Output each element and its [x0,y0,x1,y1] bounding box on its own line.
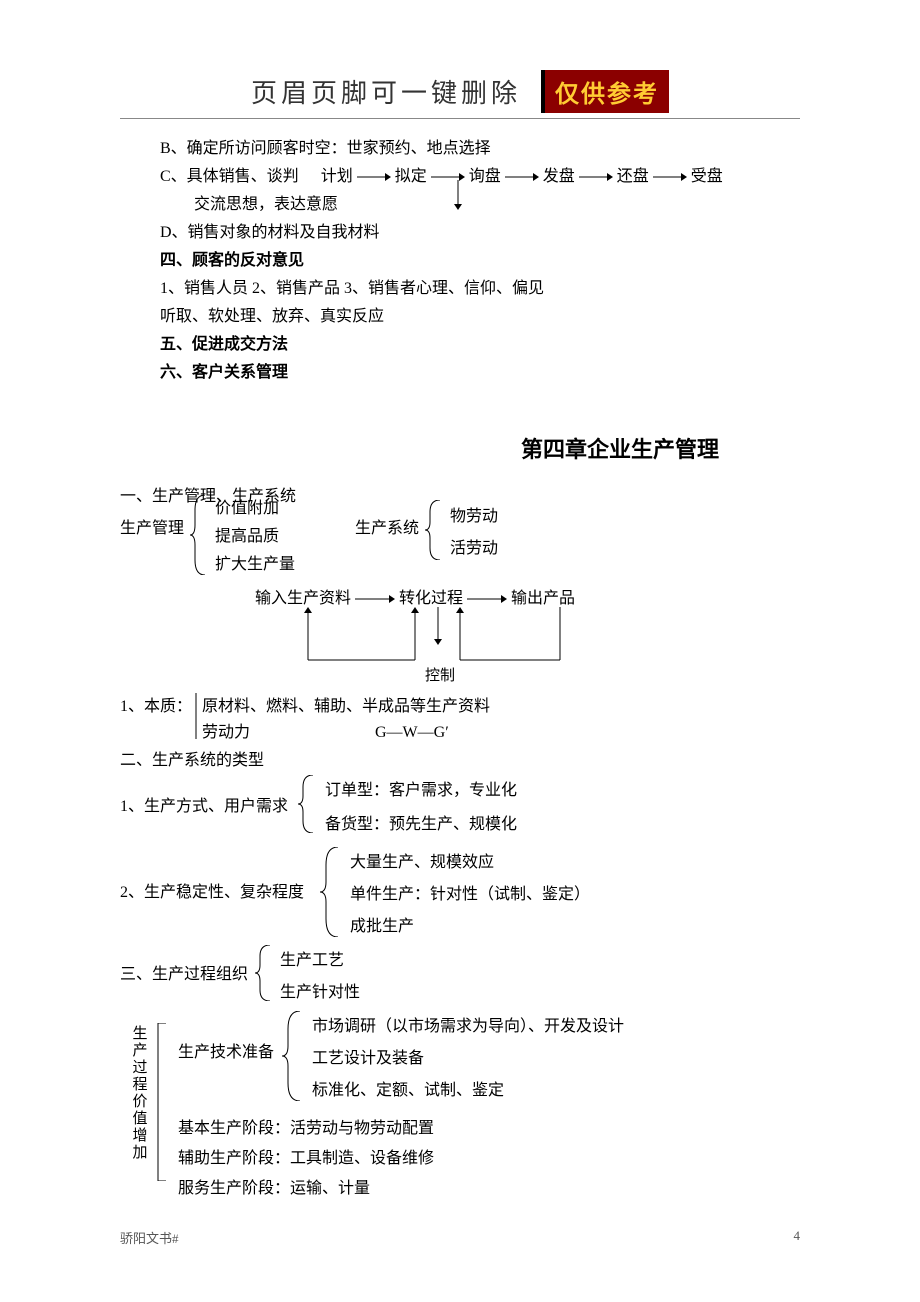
arrow-right-icon [467,594,507,604]
sec2-r2-item-1: 单件生产：针对性（试制、鉴定） [350,881,590,910]
stage-2: 服务生产阶段：运输、计量 [178,1175,370,1204]
content: B、确定所访问顾客时空：世家预约、地点选择 C、具体销售、谈判 计划 拟定 询盘… [160,135,920,1185]
arrow-right-icon [357,172,391,182]
vertical-label: 生产过程价值增加 [130,1025,147,1161]
brace-icon [320,847,344,937]
pm-item-0: 价值附加 [215,495,279,524]
pm-item-1: 提高品质 [215,523,279,552]
sec2-r1-item-1: 备货型：预先生产、规模化 [325,811,517,840]
brace-icon [282,1011,306,1101]
flow-output: 输出产品 [511,585,575,614]
arrow-right-icon [355,594,395,604]
bracket-icon [156,1023,168,1181]
reference-stamp: 仅供参考 [541,70,669,113]
flow-step-5: 受盘 [691,163,723,192]
section-2-title: 二、生产系统的类型 [120,747,264,776]
brace-icon [298,775,318,833]
line-c-pre: C、具体销售、谈判 [160,163,299,192]
tech-item-2: 标准化、定额、试制、鉴定 [312,1077,504,1106]
flow-step-0: 计划 [321,163,353,192]
sec3-item-1: 生产针对性 [280,979,360,1008]
arrow-right-icon [579,172,613,182]
footer-left: 骄阳文书# [120,1228,179,1247]
production-flow: 输入生产资料 转化过程 输出产品 [255,585,575,614]
control-label: 控制 [425,663,455,690]
pm-label: 生产管理 [120,515,184,544]
arrow-down-icon [453,180,463,210]
heading-6: 六、客户关系管理 [160,359,288,388]
tech-item-1: 工艺设计及装备 [312,1045,424,1074]
stage-1: 辅助生产阶段：工具制造、设备维修 [178,1145,434,1174]
sec3-item-0: 生产工艺 [280,947,344,976]
tech-label: 生产技术准备 [178,1039,274,1068]
essence-item-0: 原材料、燃料、辅助、半成品等生产资料 [202,693,490,722]
line-objection-2: 听取、软处理、放弃、真实反应 [160,303,384,332]
page-header: 页眉页脚可一键删除 仅供参考 [0,70,920,113]
flow-step-1: 拟定 [395,163,427,192]
sec2-r2-item-2: 成批生产 [350,913,414,942]
ps-item-1: 活劳动 [450,535,498,564]
gwg-label: G—W—G′ [375,719,449,748]
flow-step-3: 发盘 [543,163,575,192]
flow-transform: 转化过程 [399,585,463,614]
flow-step-4: 还盘 [617,163,649,192]
sec2-r2-label: 2、生产稳定性、复杂程度 [120,879,304,908]
line-d: D、销售对象的材料及自我材料 [160,219,380,248]
ps-label: 生产系统 [355,515,419,544]
chapter-title: 第四章企业生产管理 [160,430,920,470]
sec2-r1-label: 1、生产方式、用户需求 [120,793,288,822]
flow-input: 输入生产资料 [255,585,351,614]
line-objection-1: 1、销售人员 2、销售产品 3、销售者心理、信仰、偏见 [160,275,544,304]
sec2-r2-item-0: 大量生产、规模效应 [350,849,494,878]
line-b: B、确定所访问顾客时空：世家预约、地点选择 [160,135,491,164]
footer-page-number: 4 [794,1228,801,1247]
ps-item-0: 物劳动 [450,503,498,532]
section-3-title: 三、生产过程组织 [120,961,248,990]
line-c-flow: C、具体销售、谈判 计划 拟定 询盘 发盘 还盘 受盘 [160,163,723,192]
page-footer: 骄阳文书# 4 [120,1228,800,1247]
heading-4: 四、顾客的反对意见 [160,247,304,276]
tech-item-0: 市场调研（以市场需求为导向）、开发及设计 [312,1013,624,1042]
feedback-diagram [300,605,580,665]
heading-5: 五、促进成交方法 [160,331,288,360]
brace-icon [255,945,275,1001]
pm-item-2: 扩大生产量 [215,551,295,580]
brace-icon [425,500,445,560]
line-c-sub: 交流思想，表达意愿 [194,191,338,220]
header-title: 页眉页脚可一键删除 [251,73,521,110]
sec2-r1-item-0: 订单型：客户需求，专业化 [325,777,517,806]
arrow-right-icon [505,172,539,182]
header-rule [120,118,800,119]
flow-step-2: 询盘 [469,163,501,192]
essence-item-1: 劳动力 [202,719,250,748]
bracket-icon [193,693,199,739]
essence-label: 1、本质： [120,693,192,722]
arrow-right-icon [653,172,687,182]
stage-0: 基本生产阶段：活劳动与物劳动配置 [178,1115,434,1144]
